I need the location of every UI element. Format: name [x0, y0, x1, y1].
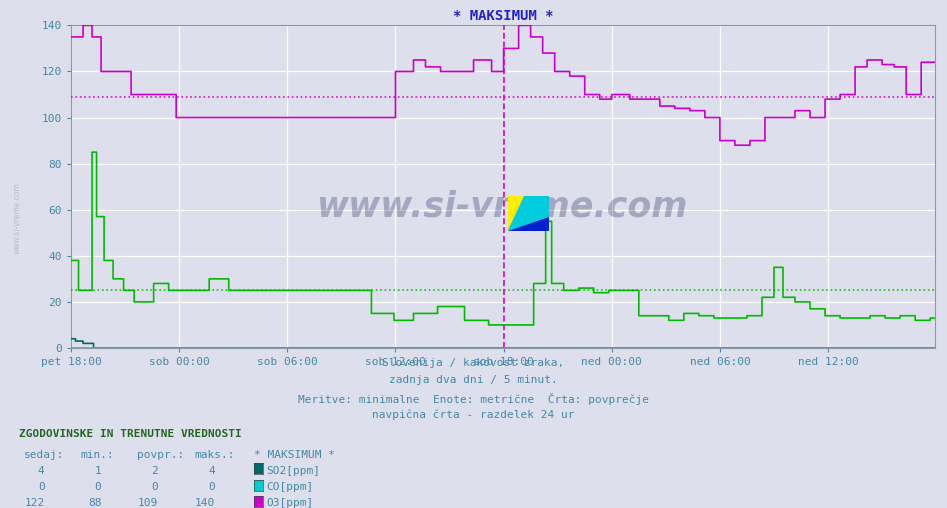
Text: CO[ppm]: CO[ppm] [266, 482, 313, 492]
Text: 0: 0 [208, 482, 215, 492]
Text: 4: 4 [208, 466, 215, 476]
Text: 4: 4 [38, 466, 45, 476]
Title: * MAKSIMUM *: * MAKSIMUM * [453, 9, 553, 23]
Text: zadnja dva dni / 5 minut.: zadnja dva dni / 5 minut. [389, 375, 558, 386]
Text: Slovenija / kakovost zraka,: Slovenija / kakovost zraka, [383, 358, 564, 368]
Text: 0: 0 [152, 482, 158, 492]
Polygon shape [508, 196, 549, 231]
Polygon shape [508, 196, 549, 231]
Text: www.si-vreme.com: www.si-vreme.com [317, 189, 688, 223]
Text: 109: 109 [138, 498, 158, 508]
Text: povpr.:: povpr.: [137, 450, 185, 460]
Text: * MAKSIMUM *: * MAKSIMUM * [254, 450, 335, 460]
Text: maks.:: maks.: [194, 450, 235, 460]
Polygon shape [508, 196, 549, 231]
Text: SO2[ppm]: SO2[ppm] [266, 466, 320, 476]
Text: 88: 88 [88, 498, 101, 508]
Text: www.si-vreme.com: www.si-vreme.com [12, 182, 22, 255]
Text: O3[ppm]: O3[ppm] [266, 498, 313, 508]
Text: 2: 2 [152, 466, 158, 476]
Text: 0: 0 [95, 482, 101, 492]
Text: 1: 1 [95, 466, 101, 476]
Text: sedaj:: sedaj: [24, 450, 64, 460]
Text: ZGODOVINSKE IN TRENUTNE VREDNOSTI: ZGODOVINSKE IN TRENUTNE VREDNOSTI [19, 429, 241, 439]
Text: navpična črta - razdelek 24 ur: navpična črta - razdelek 24 ur [372, 410, 575, 421]
Text: Meritve: minimalne  Enote: metrične  Črta: povprečje: Meritve: minimalne Enote: metrične Črta:… [298, 393, 649, 405]
Text: 140: 140 [195, 498, 215, 508]
Text: 0: 0 [38, 482, 45, 492]
Text: min.:: min.: [80, 450, 115, 460]
Text: 122: 122 [25, 498, 45, 508]
